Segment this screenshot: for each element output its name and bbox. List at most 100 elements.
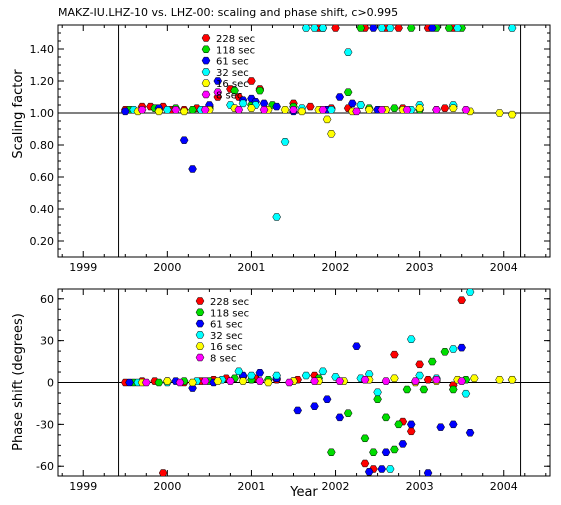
data-point	[188, 378, 197, 387]
data-point	[423, 469, 433, 476]
data-point	[322, 395, 332, 403]
data-point	[163, 377, 172, 385]
legend-marker	[201, 45, 211, 54]
data-point	[461, 106, 471, 114]
data-point	[272, 213, 281, 221]
legend-marker	[201, 79, 211, 87]
y-tick-label: 1.40	[30, 43, 55, 56]
data-point	[406, 427, 416, 436]
data-point	[213, 77, 223, 85]
data-point	[356, 101, 366, 109]
data-point	[310, 25, 319, 32]
data-point	[125, 378, 134, 387]
x-tick-label: 2003	[406, 480, 434, 493]
data-point	[364, 106, 374, 114]
data-point	[507, 25, 517, 32]
data-point	[297, 107, 307, 116]
legend-label: 228 sec	[216, 34, 255, 45]
data-point	[507, 110, 517, 119]
data-point	[247, 77, 256, 85]
legend-label: 118 sec	[210, 308, 249, 319]
data-point	[415, 104, 424, 112]
data-point	[226, 377, 235, 385]
data-point	[175, 378, 185, 387]
data-point	[327, 106, 336, 114]
y-tick-label: 0.20	[30, 235, 55, 248]
legend-marker	[195, 319, 205, 328]
data-point	[360, 375, 370, 384]
data-point	[238, 99, 248, 108]
data-point	[306, 102, 315, 111]
data-point	[163, 106, 172, 114]
data-point	[406, 335, 416, 343]
data-point	[301, 371, 311, 380]
data-point	[507, 375, 517, 384]
data-point	[432, 106, 441, 114]
data-point	[352, 107, 361, 116]
data-point	[343, 48, 353, 56]
legend-label: 16 sec	[210, 342, 243, 353]
data-point	[377, 25, 387, 32]
data-point	[280, 106, 290, 114]
legend-marker	[201, 68, 211, 76]
data-points	[120, 289, 517, 476]
legend-marker	[195, 331, 205, 339]
data-point	[411, 377, 420, 385]
data-point	[402, 106, 412, 114]
data-point	[213, 377, 223, 385]
data-point	[461, 389, 471, 398]
data-point	[348, 99, 357, 108]
data-point	[335, 413, 345, 422]
data-point	[318, 367, 328, 376]
x-tick-label: 2002	[322, 480, 350, 493]
data-point	[247, 371, 256, 380]
data-point	[327, 130, 336, 138]
data-point	[142, 378, 151, 387]
data-point	[356, 25, 366, 32]
data-point	[171, 106, 181, 114]
data-point	[188, 106, 197, 114]
data-point	[259, 106, 269, 114]
data-point	[495, 109, 504, 117]
data-point	[318, 106, 328, 114]
data-point	[377, 465, 387, 473]
legend-label: 61 sec	[216, 57, 249, 68]
data-point	[415, 371, 424, 380]
data-point	[179, 136, 189, 144]
x-tick-label: 1999	[69, 480, 97, 493]
legend-marker	[195, 342, 205, 350]
x-tick-label: 2004	[490, 261, 518, 274]
data-point	[427, 357, 437, 366]
plot-frame	[57, 24, 551, 258]
legend-label: 61 sec	[210, 320, 243, 331]
data-point	[188, 165, 197, 173]
data-point	[432, 375, 441, 384]
y-tick-label: 1.00	[30, 107, 55, 120]
chart-title: MAKZ-IU.LHZ-10 vs. LHZ-00: scaling and p…	[58, 6, 398, 19]
legend-marker	[195, 308, 205, 317]
data-point	[440, 348, 450, 356]
y-tick-label: 1.20	[30, 75, 55, 88]
data-point	[448, 420, 458, 429]
data-point	[247, 104, 256, 112]
data-point	[284, 378, 294, 387]
data-point	[470, 374, 479, 383]
legend-label: 8 sec	[216, 91, 242, 102]
data-point	[385, 25, 395, 32]
y-tick-label: 30	[40, 335, 54, 348]
data-point	[495, 375, 504, 384]
data-point	[453, 25, 462, 32]
y-tick-label: 0.60	[30, 171, 55, 184]
data-points	[120, 25, 517, 221]
data-point	[331, 25, 340, 32]
data-point	[322, 115, 332, 124]
data-point	[465, 289, 475, 296]
data-point	[415, 360, 424, 369]
x-tick-label: 2000	[153, 480, 181, 493]
legend-marker	[195, 353, 205, 362]
data-point	[444, 25, 454, 32]
data-point	[272, 102, 281, 111]
x-tick-label: 2002	[322, 261, 350, 274]
data-point	[436, 423, 445, 431]
data-point	[255, 86, 265, 95]
